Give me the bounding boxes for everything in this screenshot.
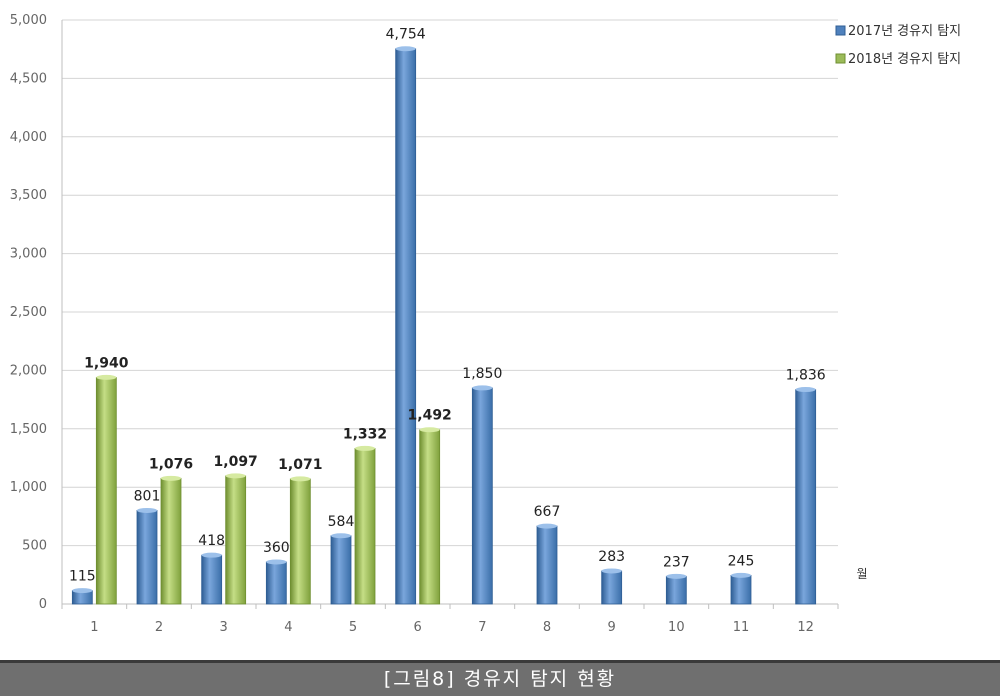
x-tick-label: 3 bbox=[220, 620, 228, 635]
y-tick-label: 5,000 bbox=[10, 13, 47, 28]
y-tick-label: 2,000 bbox=[10, 363, 47, 378]
y-tick-label: 2,500 bbox=[10, 305, 47, 320]
x-tick-label: 6 bbox=[414, 620, 422, 635]
bar-cap bbox=[161, 475, 181, 481]
bar-2018 bbox=[289, 478, 311, 605]
data-label: 1,850 bbox=[462, 366, 502, 382]
bar-2017 bbox=[265, 561, 287, 605]
bar-2017 bbox=[136, 510, 158, 605]
bar-cap bbox=[795, 387, 816, 393]
bar-2018 bbox=[354, 448, 376, 605]
y-tick-label: 1,000 bbox=[10, 480, 47, 495]
y-tick-label: 0 bbox=[39, 597, 47, 612]
bar-cap bbox=[537, 523, 557, 529]
legend-swatch bbox=[835, 53, 846, 64]
bar-cap bbox=[72, 588, 93, 594]
y-tick-label: 1,500 bbox=[10, 422, 47, 437]
x-tick-label: 4 bbox=[284, 620, 292, 635]
data-label: 584 bbox=[328, 514, 355, 530]
x-tick-label: 2 bbox=[155, 620, 163, 635]
x-tick-label: 8 bbox=[543, 620, 551, 635]
data-label: 1,097 bbox=[214, 454, 258, 470]
bar-cap bbox=[201, 552, 222, 558]
bar-cap bbox=[225, 473, 246, 479]
data-label: 115 bbox=[69, 569, 96, 585]
y-tick-label: 4,000 bbox=[10, 130, 47, 145]
bar-cap bbox=[137, 507, 157, 513]
y-tick-label: 4,500 bbox=[10, 71, 47, 86]
y-tick-label: 500 bbox=[22, 539, 47, 554]
x-tick-label: 12 bbox=[797, 620, 814, 635]
x-axis-label: 월 bbox=[856, 567, 867, 581]
data-label: 801 bbox=[134, 488, 161, 504]
x-tick-label: 1 bbox=[90, 620, 98, 635]
bar-2017 bbox=[536, 525, 558, 605]
bar-cap bbox=[731, 572, 751, 578]
bar-2017 bbox=[395, 48, 417, 605]
bar-2018 bbox=[160, 477, 182, 605]
bar-cap bbox=[290, 476, 311, 482]
data-label: 1,492 bbox=[408, 408, 452, 424]
bar-2017 bbox=[795, 389, 817, 605]
data-label: 360 bbox=[263, 540, 290, 556]
x-tick-label: 9 bbox=[608, 620, 616, 635]
data-label: 1,076 bbox=[149, 456, 193, 472]
x-tick-label: 7 bbox=[478, 620, 486, 635]
bar-cap bbox=[472, 385, 493, 391]
legend-label: 2018년 경유지 탐지 bbox=[848, 52, 961, 67]
data-label: 418 bbox=[198, 533, 225, 549]
data-label: 667 bbox=[534, 504, 561, 520]
data-label: 1,836 bbox=[786, 368, 826, 384]
bar-cap bbox=[266, 559, 287, 565]
legend-swatch bbox=[835, 25, 846, 36]
bar-2017 bbox=[330, 535, 352, 605]
bar-cap bbox=[419, 427, 440, 433]
data-label: 1,940 bbox=[84, 355, 129, 371]
bar-2017 bbox=[665, 575, 687, 605]
figure-caption: [그림8] 경유지 탐지 현황 bbox=[0, 660, 1000, 696]
bar-cap bbox=[331, 533, 351, 539]
bar-2017 bbox=[201, 554, 223, 605]
data-label: 1,332 bbox=[343, 426, 387, 442]
y-tick-label: 3,000 bbox=[10, 247, 47, 262]
bar-2017 bbox=[730, 574, 752, 605]
data-label: 4,754 bbox=[386, 27, 426, 43]
x-tick-label: 10 bbox=[668, 620, 685, 635]
data-label: 283 bbox=[598, 549, 625, 565]
bar-2018 bbox=[419, 429, 441, 605]
bar-2018 bbox=[225, 475, 247, 605]
bar-cap bbox=[601, 568, 622, 574]
bar-cap bbox=[355, 445, 375, 451]
x-tick-label: 5 bbox=[349, 620, 357, 635]
chart: 0 500 1,000 1,500 2,000 2,500 3,000 3,500 4,000 4… bbox=[10, 13, 961, 635]
bar-2017 bbox=[601, 570, 623, 605]
bar-2018 bbox=[95, 377, 117, 605]
bar-cap bbox=[96, 374, 117, 380]
x-tick-label: 11 bbox=[733, 620, 750, 635]
legend-label: 2017년 경유지 탐지 bbox=[848, 24, 961, 39]
bar-cap bbox=[395, 46, 416, 52]
data-label: 237 bbox=[663, 554, 690, 570]
bar-cap bbox=[666, 573, 687, 579]
bar-2017 bbox=[471, 387, 493, 605]
data-label: 1,071 bbox=[278, 457, 322, 473]
data-label: 245 bbox=[728, 553, 755, 569]
y-tick-label: 3,500 bbox=[10, 188, 47, 203]
